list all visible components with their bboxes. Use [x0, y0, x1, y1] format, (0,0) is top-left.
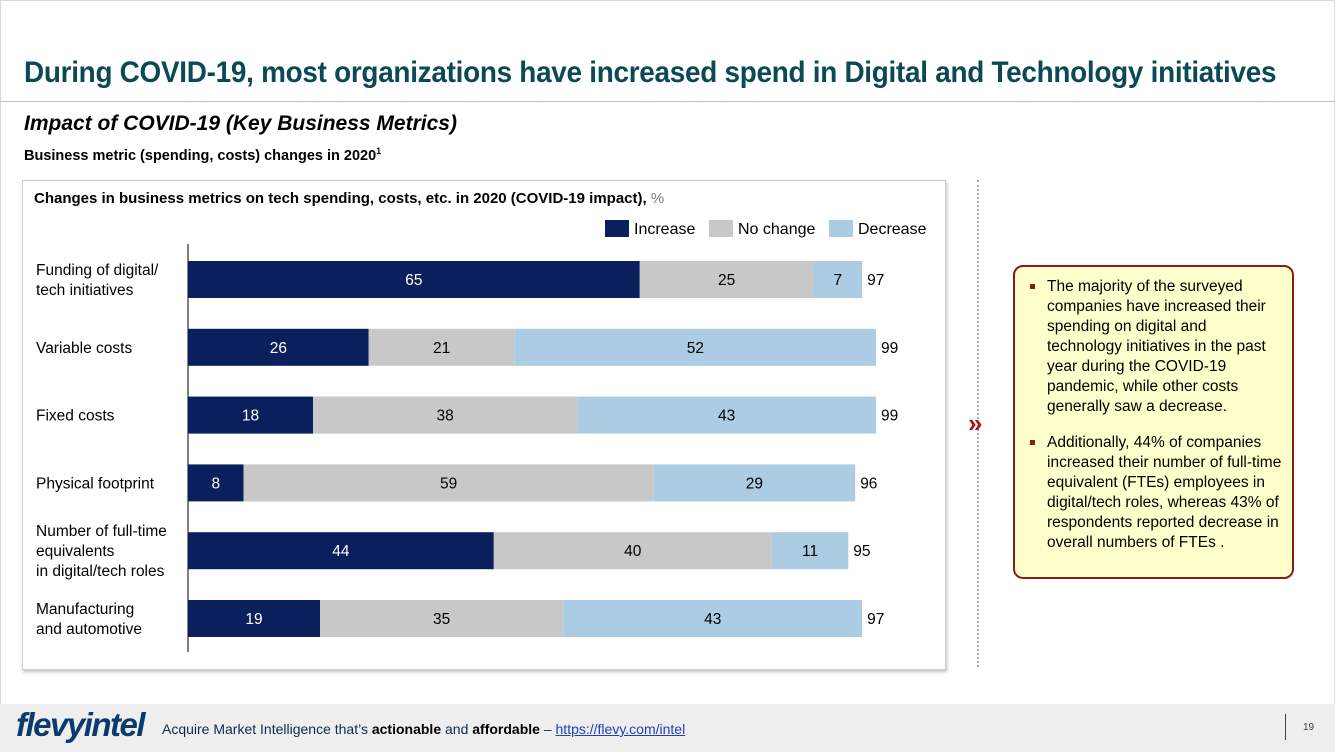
title-divider: [0, 101, 1335, 102]
bar-value-label: 44: [332, 543, 350, 560]
legend-swatch-no-change: [709, 220, 733, 237]
bar-segment-increase: [188, 464, 244, 502]
bar-value-label: 21: [433, 340, 450, 357]
logo-part-intel: intel: [83, 706, 146, 743]
bar-segment-increase: [188, 600, 321, 637]
bar-total-label: 99: [881, 340, 898, 357]
bar-segment-increase: [188, 261, 640, 298]
chart-title-text: Changes in business metrics on tech spen…: [34, 190, 647, 207]
dotted-divider: [977, 180, 979, 667]
insight-callout: The majority of the surveyed companies h…: [1013, 265, 1294, 579]
bar-value-label: 35: [433, 611, 450, 628]
category-label: Number of full-time: [36, 523, 167, 540]
bar-segment-decrease: [563, 600, 863, 637]
legend-swatch-decrease: [829, 220, 853, 237]
legend-label: Decrease: [858, 221, 927, 238]
bar-segment-no-change: [368, 328, 515, 366]
tagline-prefix: Acquire Market Intelligence that’s: [162, 721, 372, 737]
category-label: Manufacturing: [36, 601, 134, 618]
bar-segment-decrease: [653, 464, 856, 502]
bar-value-label: 59: [440, 475, 457, 492]
section-subtitle: Impact of COVID-19 (Key Business Metrics…: [24, 112, 457, 135]
bar-segment-increase: [188, 396, 314, 434]
bar-segment-increase: [188, 328, 369, 366]
legend-swatch-increase: [605, 220, 629, 237]
bar-segment-no-change: [243, 464, 654, 502]
footer-bar: [0, 704, 1335, 752]
page-number: 19: [1303, 722, 1315, 733]
insight-bullet: The majority of the surveyed companies h…: [1030, 277, 1282, 417]
category-label: Variable costs: [36, 340, 132, 357]
insight-list: The majority of the surveyed companies h…: [1015, 267, 1292, 553]
footnote-marker: 1: [376, 146, 382, 156]
bar-value-label: 25: [718, 272, 735, 289]
bar-value-label: 19: [245, 611, 262, 628]
tagline-affordable: affordable: [472, 721, 540, 737]
tagline-actionable: actionable: [371, 721, 442, 737]
chart-unit: %: [650, 190, 665, 207]
bar-total-label: 99: [881, 408, 898, 425]
chart-title: Changes in business metrics on tech spen…: [34, 190, 664, 207]
bar-value-label: 52: [687, 340, 704, 357]
tagline-dash: –: [539, 721, 556, 737]
page-title: During COVID-19, most organizations have…: [24, 56, 1277, 89]
bar-segment-no-change: [313, 396, 578, 434]
category-label: and automotive: [36, 621, 142, 638]
category-label: in digital/tech roles: [36, 563, 165, 580]
bar-total-label: 95: [853, 543, 870, 560]
category-label: equivalents: [36, 543, 115, 560]
insight-bullet: Additionally, 44% of companies increased…: [1030, 434, 1282, 551]
category-label: Funding of digital/: [36, 262, 159, 279]
category-label: tech initiatives: [36, 282, 134, 299]
bar-value-label: 8: [211, 475, 220, 492]
tagline-and: and: [441, 721, 473, 737]
chart-caption-text: Business metric (spending, costs) change…: [24, 147, 377, 164]
category-label: Fixed costs: [36, 408, 115, 425]
bar-segment-no-change: [639, 261, 814, 298]
bar-value-label: 18: [242, 408, 259, 425]
bar-segment-decrease: [577, 396, 877, 434]
bar-value-label: 65: [405, 272, 422, 289]
bar-value-label: 43: [718, 408, 735, 425]
bar-segment-decrease: [514, 328, 877, 366]
bar-value-label: 38: [437, 408, 454, 425]
bar-value-label: 43: [704, 611, 721, 628]
footer-tagline: Acquire Market Intelligence that’s actio…: [162, 721, 685, 737]
bar-total-label: 97: [867, 272, 884, 289]
chart-caption: Business metric (spending, costs) change…: [24, 146, 381, 164]
bar-value-label: 40: [624, 543, 642, 560]
bar-segment-increase: [188, 532, 494, 570]
bar-segment-decrease: [813, 261, 863, 298]
footer-separator: [1285, 714, 1286, 740]
flevyintel-logo[interactable]: flevyintel: [16, 706, 146, 744]
legend-label: Increase: [634, 221, 695, 238]
bar-value-label: 29: [746, 475, 763, 492]
bar-segment-no-change: [320, 600, 564, 637]
bar-value-label: 11: [802, 543, 818, 560]
bar-segment-decrease: [771, 532, 849, 570]
bar-value-label: 26: [270, 340, 287, 357]
bar-segment-no-change: [493, 532, 772, 570]
category-label: Physical footprint: [36, 475, 155, 492]
bar-total-label: 96: [860, 475, 877, 492]
flevy-intel-link[interactable]: https://flevy.com/intel: [555, 721, 686, 737]
logo-part-flevy: flevy: [16, 706, 85, 743]
double-chevron-icon: »: [968, 408, 983, 438]
legend-label: No change: [738, 221, 815, 238]
bar-total-label: 97: [867, 611, 884, 628]
bar-value-label: 7: [834, 272, 843, 289]
